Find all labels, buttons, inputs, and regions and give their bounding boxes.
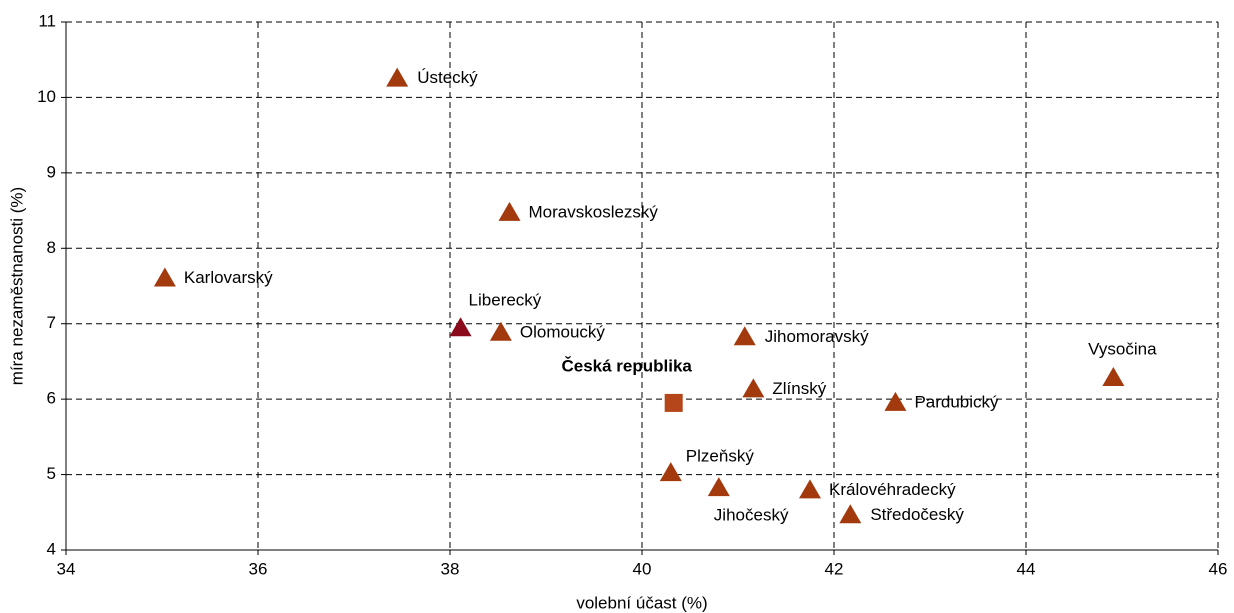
x-tick-label: 36 <box>249 559 268 578</box>
point-label: Moravskoslezský <box>529 202 659 221</box>
y-tick-label: 7 <box>47 313 56 332</box>
point <box>664 393 683 412</box>
point-label: Zlínský <box>772 379 826 398</box>
point <box>498 201 521 221</box>
y-tick-label: 6 <box>47 389 56 408</box>
point-label: Jihočeský <box>714 506 789 525</box>
point-label: Olomoucký <box>520 322 606 341</box>
y-tick-label: 10 <box>37 87 56 106</box>
y-tick-label: 8 <box>47 238 56 257</box>
point <box>449 317 472 337</box>
point <box>707 477 730 497</box>
y-tick-label: 4 <box>47 539 56 558</box>
point <box>153 267 176 287</box>
point-label: Vysočina <box>1088 340 1157 359</box>
point <box>659 462 682 482</box>
point <box>1102 367 1125 387</box>
point-label: Jihomoravský <box>765 327 869 346</box>
x-tick-label: 46 <box>1209 559 1228 578</box>
y-axis-title: míra nezaměstnanosti (%) <box>7 187 26 385</box>
point-label: Liberecký <box>469 291 542 310</box>
point <box>742 378 765 398</box>
x-tick-label: 40 <box>633 559 652 578</box>
y-tick-label: 11 <box>38 11 56 30</box>
point-label: Ústecký <box>417 68 478 87</box>
x-tick-label: 42 <box>825 559 844 578</box>
point <box>799 479 821 499</box>
x-tick-label: 38 <box>441 559 460 578</box>
point <box>386 67 409 87</box>
point <box>839 504 862 524</box>
point-label: Plzeňský <box>686 447 755 466</box>
x-tick-label: 34 <box>57 559 76 578</box>
point-label: Královéhradecký <box>829 480 956 499</box>
point <box>884 391 907 411</box>
point <box>489 321 512 341</box>
point <box>733 326 756 346</box>
point-label: Pardubický <box>914 392 999 411</box>
y-tick-label: 5 <box>47 464 56 483</box>
y-tick-label: 9 <box>47 162 56 181</box>
x-axis-title: volební účast (%) <box>576 593 707 612</box>
x-tick-label: 44 <box>1017 559 1036 578</box>
point-label: Středočeský <box>870 505 964 524</box>
point-label: Česká republika <box>561 356 692 375</box>
point-label: Karlovarský <box>184 268 273 287</box>
